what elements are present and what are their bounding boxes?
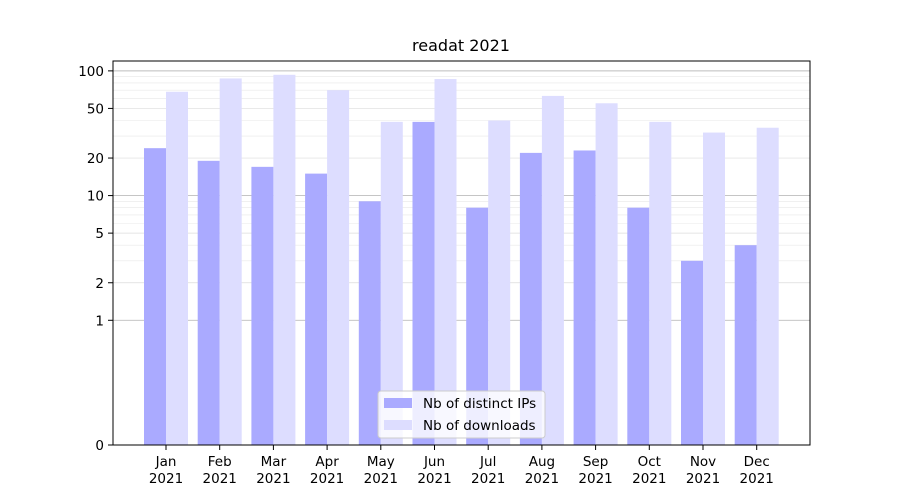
y-tick-label: 5 (95, 226, 104, 242)
plot-frame (112, 60, 811, 446)
x-tick-label-month: Mar (261, 454, 287, 470)
bars (144, 74, 779, 446)
y-tick-label: 100 (78, 64, 104, 80)
y-tick-label: 2 (95, 276, 104, 292)
x-tick-label-year: 2021 (203, 471, 237, 487)
legend: Nb of distinct IPs Nb of downloads (377, 390, 546, 439)
bar-distinct-ips (734, 245, 757, 445)
x-tick-label-month: Aug (529, 454, 555, 470)
x-tick-label-month: Feb (208, 454, 232, 470)
x-tick-label-year: 2021 (686, 471, 720, 487)
bar-distinct-ips (144, 148, 166, 445)
x-tick-label-month: Nov (690, 454, 716, 470)
bar-distinct-ips (519, 152, 542, 445)
chart-title: readat 2021 (412, 36, 510, 55)
x-tick-label-year: 2021 (256, 471, 290, 487)
x-tick-label-month: Jun (423, 454, 445, 470)
x-tick-label-month: Sep (583, 454, 608, 470)
bar-distinct-ips (412, 121, 435, 445)
legend-swatch-distinct-ips (384, 398, 412, 408)
bar-downloads (649, 121, 672, 445)
x-tick-label-year: 2021 (417, 471, 451, 487)
bar-distinct-ips (197, 160, 220, 445)
x-tick-label-month: May (367, 454, 395, 470)
bar-distinct-ips (627, 207, 650, 445)
legend-box (377, 390, 546, 439)
x-tick-label-year: 2021 (632, 471, 666, 487)
bar-distinct-ips (466, 207, 489, 445)
x-tick-label-month: Oct (638, 454, 661, 470)
x-tick-label-year: 2021 (310, 471, 344, 487)
bar-downloads (273, 74, 296, 445)
bar-downloads (703, 132, 725, 446)
bar-downloads (541, 95, 564, 446)
bar-downloads (380, 121, 403, 445)
bar-distinct-ips (251, 166, 274, 445)
y-tick-label: 1 (95, 313, 104, 329)
legend-label-distinct-ips: Nb of distinct IPs (423, 396, 536, 412)
x-tick-label-year: 2021 (740, 471, 774, 487)
x-tick-label-year: 2021 (525, 471, 559, 487)
x-tick-label-month: Dec (744, 454, 770, 470)
axes: 0125102050100Jan2021Feb2021Mar2021Apr202… (78, 60, 811, 487)
x-tick-label-year: 2021 (471, 471, 505, 487)
x-tick-label-year: 2021 (578, 471, 612, 487)
x-tick-label-month: Jul (479, 454, 496, 470)
y-tick-label: 20 (87, 151, 104, 167)
x-tick-label-month: Apr (315, 454, 339, 470)
bar-downloads (595, 103, 618, 446)
bar-distinct-ips (681, 260, 703, 445)
bar-distinct-ips (305, 173, 328, 445)
bar-distinct-ips (573, 150, 596, 445)
bar-downloads (434, 79, 457, 446)
legend-label-downloads: Nb of downloads (423, 418, 536, 434)
x-tick-label-month: Jan (155, 454, 177, 470)
bar-downloads (327, 90, 350, 445)
bar-distinct-ips (358, 201, 381, 445)
bar-downloads (219, 78, 242, 445)
x-tick-label-year: 2021 (364, 471, 398, 487)
y-tick-label: 50 (87, 101, 104, 117)
legend-swatch-downloads (384, 420, 412, 430)
bar-downloads (488, 120, 511, 445)
y-tick-label: 0 (95, 438, 104, 454)
x-tick-label-year: 2021 (149, 471, 183, 487)
y-tick-label: 10 (87, 189, 104, 205)
bar-downloads (756, 127, 779, 445)
bar-downloads (166, 91, 188, 445)
